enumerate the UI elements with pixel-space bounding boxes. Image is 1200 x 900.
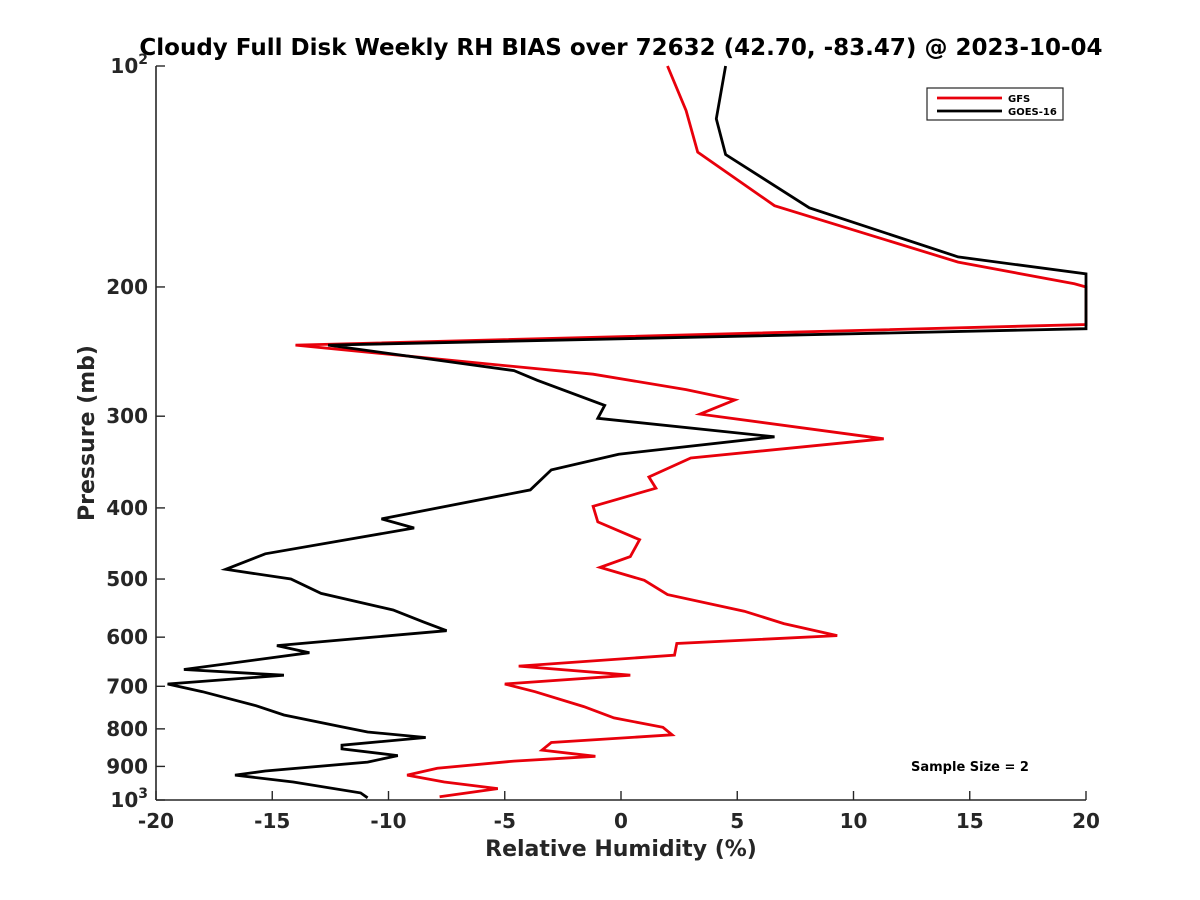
y-axis: 102 200 300 400 500 600 700 800 900 103: [106, 52, 165, 812]
y-tick-label: 500: [106, 567, 148, 591]
y-tick-label: 400: [106, 496, 148, 520]
y-tick-label: 300: [106, 404, 148, 428]
y-tick-label: 700: [106, 674, 148, 698]
x-axis-title: Relative Humidity (%): [485, 837, 757, 862]
y-tick-label: 800: [106, 717, 148, 741]
y-tick-label: 600: [106, 625, 148, 649]
x-tick-label: -5: [494, 809, 516, 833]
x-tick-label: 20: [1072, 809, 1100, 833]
chart-title: Cloudy Full Disk Weekly RH BIAS over 726…: [139, 35, 1102, 61]
x-axis: -20 -15 -10 -5 0 5 10 15 20: [138, 791, 1100, 833]
x-tick-label: 0: [614, 809, 628, 833]
y-axis-title: Pressure (mb): [75, 345, 100, 521]
y-tick-label: 103: [110, 786, 148, 812]
legend-box: [926, 87, 1064, 121]
x-tick-label: 10: [840, 809, 868, 833]
legend-label: GOES-16: [1008, 107, 1057, 118]
x-tick-label: -10: [370, 809, 406, 833]
x-tick-label: -20: [138, 809, 174, 833]
y-tick-label: 102: [110, 52, 148, 78]
legend-label: GFS: [1008, 94, 1030, 105]
y-tick-label: 200: [106, 275, 148, 299]
series-line-gfs: [295, 65, 1088, 799]
y-tick-label: 900: [106, 754, 148, 778]
x-tick-label: 15: [956, 809, 984, 833]
legend: GFS GOES-16: [926, 87, 1064, 121]
series-line-goes-16: [167, 65, 1088, 799]
series-layer: [167, 65, 1088, 799]
x-tick-label: -15: [254, 809, 290, 833]
x-tick-label: 5: [730, 809, 744, 833]
sample-size-annotation: Sample Size = 2: [911, 760, 1029, 775]
